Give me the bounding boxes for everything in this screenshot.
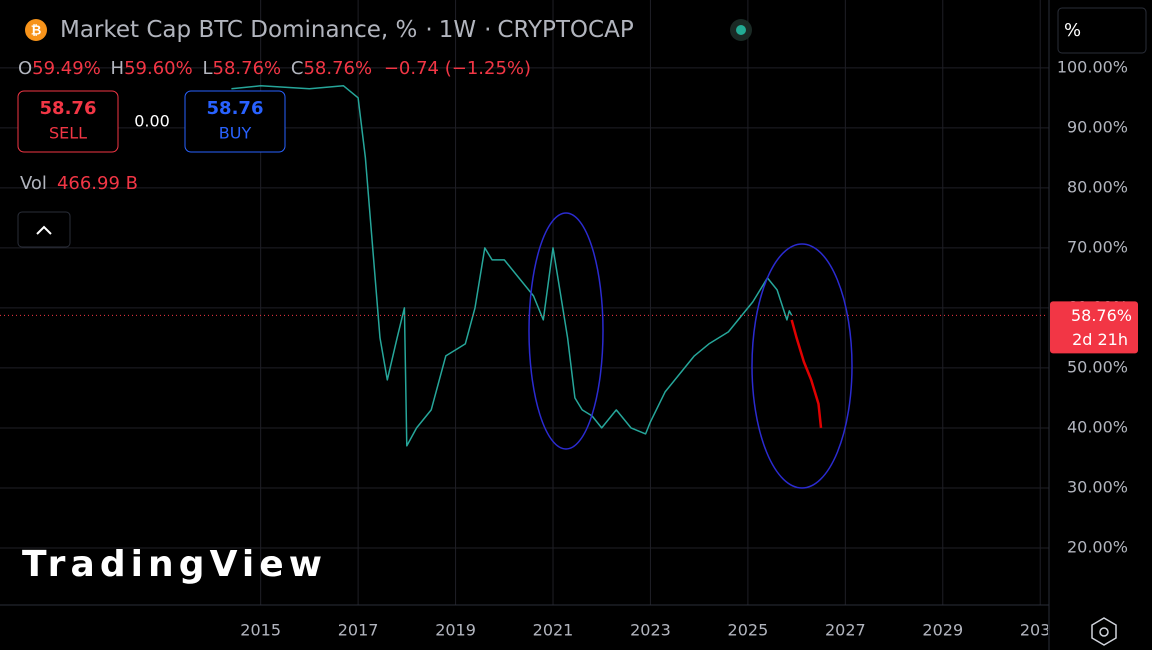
chart-title: Market Cap BTC Dominance, % · 1W · CRYPTOCAP: [60, 17, 634, 43]
source: CRYPTOCAP: [497, 17, 633, 43]
y-tick-label: 80.00%: [1067, 177, 1128, 196]
annotation-circle: [751, 243, 853, 489]
y-tick-label: 100.00%: [1057, 57, 1128, 76]
btc-icon-glyph: ₿: [31, 24, 42, 39]
logo: TradingView: [22, 544, 322, 585]
price-badge: [1050, 301, 1138, 354]
collapse-button[interactable]: [17, 211, 71, 248]
x-tick-label: 2021: [533, 621, 574, 640]
sell-label[interactable]: SELL: [49, 124, 87, 143]
ohlc-value: 59.49%: [32, 58, 101, 79]
x-tick-label: 2027: [825, 621, 866, 640]
price-badge-value: 58.76%: [1071, 306, 1132, 325]
change: −0.74 (−1.25%): [384, 58, 531, 79]
ohlc-value: 58.76%: [213, 58, 282, 79]
data-line: [790, 319, 823, 429]
buy-box[interactable]: [184, 90, 286, 153]
collapse-icon[interactable]: [36, 225, 52, 235]
price-badge-countdown: 2d 21h: [1072, 330, 1128, 349]
x-tick-label: 2029: [922, 621, 963, 640]
y-tick-label: 40.00%: [1067, 417, 1128, 436]
status-dot: [736, 25, 746, 35]
ohlc-value: 59.60%: [124, 58, 193, 79]
buy-price[interactable]: 58.76: [207, 98, 264, 119]
x-tick-label: 2031: [1020, 621, 1061, 640]
ohlc-key: O: [18, 58, 32, 79]
buy-label[interactable]: BUY: [219, 124, 252, 143]
ohlc-key: H: [111, 58, 125, 79]
y-tick-label: 90.00%: [1067, 117, 1128, 136]
btc-icon: [25, 19, 47, 41]
ohlc-value: 58.76%: [303, 58, 372, 79]
x-tick-label: 2019: [435, 621, 476, 640]
sell-price[interactable]: 58.76: [40, 98, 97, 119]
grid: [0, 0, 1049, 605]
volume: Vol 466.99 B: [20, 173, 138, 194]
settings-icon[interactable]: [1099, 627, 1109, 637]
sell-button[interactable]: 58.76 SELL: [17, 90, 119, 153]
sell-box[interactable]: [17, 90, 119, 153]
plot-area: 2015 2017 2019 2021 2023 2025 2027 2029 2031: [0, 85, 1061, 640]
axis-unit[interactable]: %: [1064, 20, 1081, 41]
unit-box[interactable]: [1057, 7, 1147, 54]
annotation-circle: [528, 212, 604, 450]
ohlc-key: L: [202, 58, 212, 79]
ohlc: O59.49% H59.60% L58.76% C58.76% −0.74 (−…: [18, 58, 531, 79]
x-tick-label: 2025: [728, 621, 769, 640]
volume-label: Vol: [20, 173, 47, 194]
title: Market Cap BTC Dominance, %: [60, 17, 417, 43]
y-tick-label: 20.00%: [1067, 537, 1128, 556]
volume-value: 466.99 B: [57, 173, 138, 194]
x-tick-label: 2015: [240, 621, 281, 640]
y-tick-label: 30.00%: [1067, 477, 1128, 496]
ohlc-key: C: [291, 58, 304, 79]
settings-icon[interactable]: [1091, 617, 1117, 646]
data-line: [231, 85, 793, 447]
y-tick-label: 70.00%: [1067, 237, 1128, 256]
spread: 0.00: [134, 112, 170, 131]
x-tick-label: 2023: [630, 621, 671, 640]
x-tick-label: 2017: [338, 621, 379, 640]
buy-button[interactable]: 58.76 BUY: [184, 90, 286, 153]
interval: 1W: [439, 17, 476, 43]
y-tick-label: 50.00%: [1067, 357, 1128, 376]
